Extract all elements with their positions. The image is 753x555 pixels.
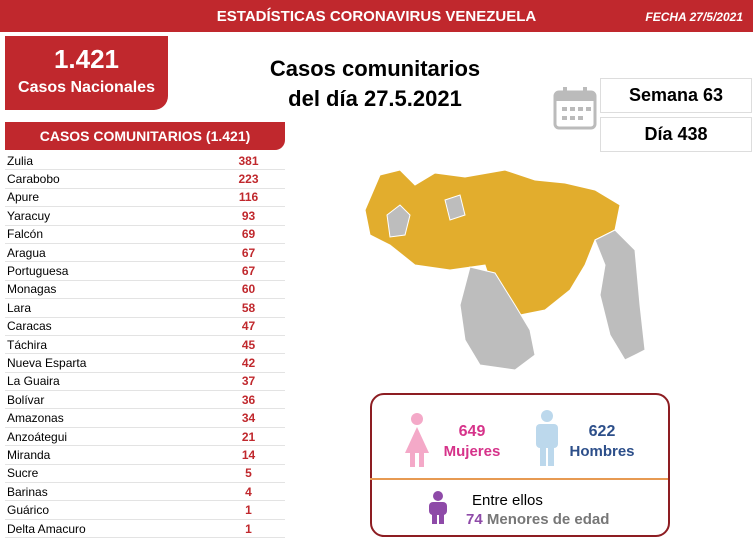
header-date: FECHA 27/5/2021 <box>645 10 743 24</box>
minors-value: 74 <box>466 511 483 528</box>
state-cases: 69 <box>241 227 256 242</box>
table-row: Anzoátegui 21 <box>5 428 285 447</box>
male-label: Hombres <box>569 443 635 460</box>
state-cases: 47 <box>241 319 256 334</box>
state-cases: 381 <box>238 153 259 168</box>
table-row: Yaracuy 93 <box>5 207 285 226</box>
state-name: Zulia <box>7 153 34 168</box>
minors: 74 Menores de edad <box>466 511 609 528</box>
state-name: Monagas <box>7 282 57 297</box>
state-name: Carabobo <box>7 172 60 187</box>
table-row: Carabobo 223 <box>5 170 285 189</box>
female-label: Mujeres <box>443 443 501 460</box>
minors-intro: Entre ellos <box>472 492 543 509</box>
table-row: Delta Amacuro 1 <box>5 520 285 539</box>
state-name: Bolívar <box>7 392 45 407</box>
table-row: Miranda 14 <box>5 446 285 465</box>
table-row: Portuguesa 67 <box>5 262 285 281</box>
state-name: Aragua <box>7 245 46 260</box>
state-name: Amazonas <box>7 411 64 426</box>
table-row: Monagas 60 <box>5 281 285 300</box>
week-box: Semana 63 <box>600 78 752 113</box>
state-name: Miranda <box>7 447 51 462</box>
table-row: La Guaira 37 <box>5 373 285 392</box>
state-name: Caracas <box>7 319 52 334</box>
map <box>364 169 646 371</box>
state-cases: 4 <box>245 484 252 499</box>
table-row: Sucre 5 <box>5 465 285 484</box>
male-value: 622 <box>588 423 616 440</box>
table-row: Nueva Esparta 42 <box>5 354 285 373</box>
heading: Casos comunitarios del día 27.5.2021 <box>240 54 510 114</box>
state-name: Yaracuy <box>7 208 51 223</box>
table-row: Táchira 45 <box>5 336 285 355</box>
state-name: Guárico <box>7 503 50 518</box>
female: 649 Mujeres <box>442 423 502 460</box>
state-name: Portuguesa <box>7 264 69 279</box>
state-cases: 36 <box>241 392 256 407</box>
female-value: 649 <box>458 423 486 440</box>
state-name: Delta Amacuro <box>7 521 86 536</box>
state-name: Falcón <box>7 227 44 242</box>
state-name: Lara <box>7 300 32 315</box>
state-cases: 116 <box>238 190 259 205</box>
state-cases: 1 <box>245 521 252 536</box>
national-label: Casos Nacionales <box>18 79 155 96</box>
table-row: Aragua 67 <box>5 244 285 263</box>
state-cases: 1 <box>245 503 252 518</box>
table-row: Amazonas 34 <box>5 409 285 428</box>
state-cases: 42 <box>241 355 256 370</box>
female-icon <box>405 413 429 467</box>
male: 622 Hombres <box>567 423 637 460</box>
day-box: Día 438 <box>600 117 752 152</box>
table-row: Bolívar 36 <box>5 391 285 410</box>
state-cases: 223 <box>238 172 259 187</box>
table-row: Caracas 47 <box>5 318 285 336</box>
state-cases: 14 <box>241 447 256 462</box>
state-cases: 34 <box>241 411 256 426</box>
table-row: Barinas 4 <box>5 483 285 502</box>
state-cases: 5 <box>245 466 252 481</box>
heading-line: Casos comunitarios <box>269 56 481 81</box>
state-name: Apure <box>7 190 40 205</box>
state-cases: 58 <box>241 300 256 315</box>
separator <box>370 478 668 480</box>
state-cases: 37 <box>241 374 256 389</box>
national-box: 1.421 Casos Nacionales <box>5 36 168 110</box>
table-row: Apure 116 <box>5 189 285 208</box>
state-cases: 93 <box>241 208 256 223</box>
minors-label: Menores de edad <box>486 511 610 528</box>
table-title: CASOS COMUNITARIOS (1.421) <box>5 122 285 150</box>
national-value: 1.421 <box>53 44 120 74</box>
state-cases: 60 <box>241 282 256 297</box>
state-name: Táchira <box>7 337 48 352</box>
state-name: La Guaira <box>7 374 60 389</box>
heading-line: del día 27.5.2021 <box>288 86 462 111</box>
table-row: Zulia 381 <box>5 152 285 171</box>
table-row: Lara 58 <box>5 299 285 318</box>
state-cases: 67 <box>241 264 256 279</box>
state-cases: 21 <box>241 429 256 444</box>
top-bar: ESTADÍSTICAS CORONAVIRUS VENEZUELA FECHA… <box>0 0 753 32</box>
state-name: Nueva Esparta <box>7 355 87 370</box>
calendar-icon <box>553 87 597 130</box>
header-title: ESTADÍSTICAS CORONAVIRUS VENEZUELA <box>216 8 537 25</box>
table: Zulia 381 Carabobo 223 Apure 116 Yaracuy 93 Falc… <box>5 152 285 539</box>
state-cases: 45 <box>241 337 256 352</box>
state-name: Sucre <box>7 466 39 481</box>
table-row: Falcón 69 <box>5 226 285 244</box>
state-name: Anzoátegui <box>7 429 68 444</box>
state-cases: 67 <box>241 245 256 260</box>
male-icon <box>536 410 558 466</box>
sex-box: 649 Mujeres 622 Hombres Entre ellos 74 Men… <box>370 393 670 537</box>
state-name: Barinas <box>7 484 48 499</box>
table-row: Guárico 1 <box>5 501 285 520</box>
minor-icon <box>429 491 447 524</box>
